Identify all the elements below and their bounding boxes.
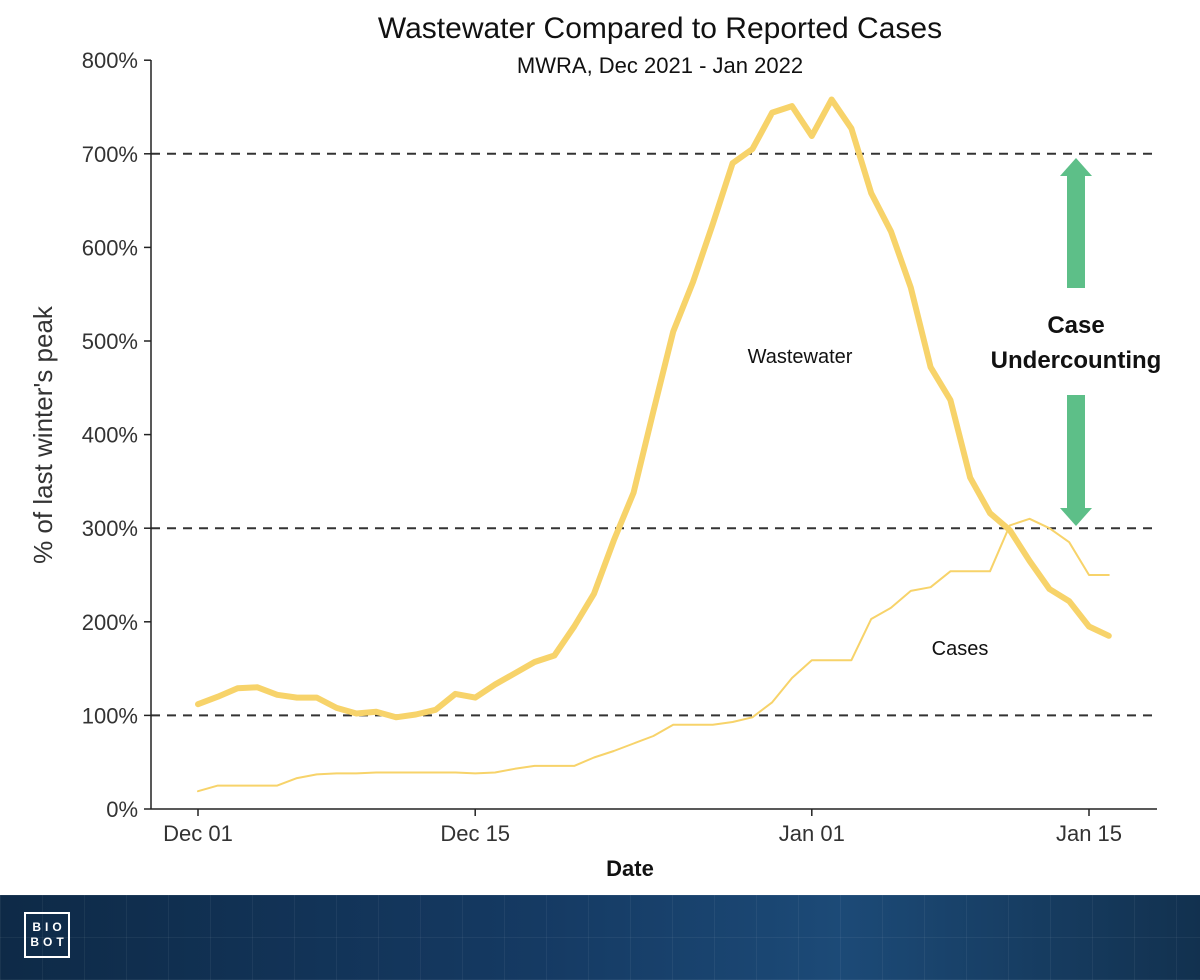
y-tick-label: 800% <box>82 48 138 73</box>
chart-title: Wastewater Compared to Reported Cases <box>378 12 942 45</box>
arrow-down-shaft <box>1067 395 1085 511</box>
y-tick-label: 600% <box>82 235 138 260</box>
x-axis-label: Date <box>606 856 654 881</box>
y-tick-label: 100% <box>82 703 138 728</box>
x-tick-label: Dec 01 <box>163 821 233 846</box>
logo-line2: BOT <box>30 935 68 949</box>
y-tick-label: 400% <box>82 423 138 448</box>
y-tick-label: 500% <box>82 329 138 354</box>
logo-line1: BIO <box>32 920 66 934</box>
x-ticks: Dec 01 Dec 15 Jan 01 Jan 15 <box>163 809 1122 846</box>
y-tick-label: 700% <box>82 142 138 167</box>
arrow-down-head-icon <box>1060 508 1092 526</box>
y-axis-label: % of last winter's peak <box>28 305 58 564</box>
wastewater-series-label: Wastewater <box>748 346 853 368</box>
chart-subtitle: MWRA, Dec 2021 - Jan 2022 <box>517 53 803 78</box>
reference-lines <box>151 152 1157 717</box>
x-tick-label: Jan 01 <box>779 821 845 846</box>
biobot-logo: BIO BOT <box>24 912 70 958</box>
cases-series-label: Cases <box>932 638 989 660</box>
arrow-up-head-icon <box>1060 158 1092 176</box>
y-ticks: 0% 100% 200% 300% 400% 500% 600% 700% 800% <box>82 48 151 822</box>
undercounting-arrows <box>1060 158 1092 526</box>
cases-line <box>197 517 1110 793</box>
footer-banner: BIO BOT <box>0 895 1200 980</box>
gap-label-line2: Undercounting <box>991 347 1162 374</box>
footer-pattern <box>0 895 1200 980</box>
arrow-up-shaft <box>1067 172 1085 288</box>
series-layer <box>195 96 1112 793</box>
chart: Wastewater Compared to Reported Cases MW… <box>28 12 1162 881</box>
wastewater-line <box>195 96 1112 721</box>
y-tick-label: 200% <box>82 610 138 635</box>
gap-label-line1: Case <box>1047 312 1104 339</box>
x-tick-label: Dec 15 <box>440 821 510 846</box>
y-tick-label: 300% <box>82 516 138 541</box>
x-tick-label: Jan 15 <box>1056 821 1122 846</box>
y-tick-label: 0% <box>106 797 138 822</box>
